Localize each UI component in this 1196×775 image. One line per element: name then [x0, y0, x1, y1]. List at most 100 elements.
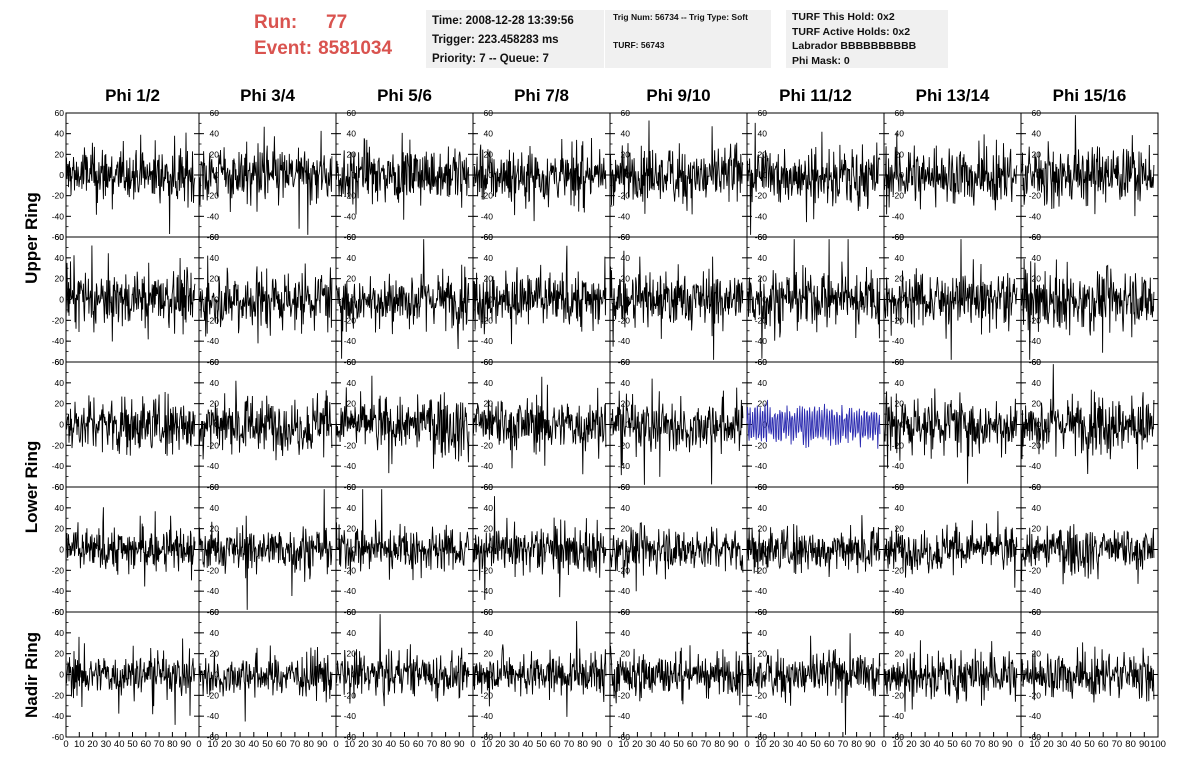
run-value: 77	[326, 12, 348, 33]
y-tick-label: -40	[618, 711, 631, 721]
y-tick-label: -40	[892, 586, 905, 596]
y-tick-label: 0	[351, 545, 356, 555]
y-tick-label: -40	[755, 586, 768, 596]
y-tick-label: -40	[344, 461, 357, 471]
y-tick-label: 0	[59, 170, 64, 180]
phi-column-label: Phi 7/8	[514, 86, 569, 105]
y-tick-label: 20	[347, 274, 357, 284]
x-tick-label: 60	[141, 739, 152, 750]
y-tick-label: 20	[484, 649, 494, 659]
waveform-trace	[335, 375, 470, 474]
y-tick-label: 0	[762, 170, 767, 180]
y-tick-label: 60	[484, 482, 494, 492]
y-tick-label: 20	[210, 274, 220, 284]
time-trigger-box: Time: 2008-12-28 13:39:56 Trigger: 223.4…	[426, 10, 604, 68]
x-tick-label: 10	[344, 739, 355, 750]
y-tick-label: 60	[210, 108, 220, 118]
phi-column-label: Phi 15/16	[1052, 86, 1127, 105]
event-label: Event:	[254, 38, 313, 59]
trig-num-box: Trig Num: 56734 -- Trig Type: Soft TURF:…	[605, 10, 771, 68]
y-tick-label: -20	[1029, 565, 1042, 575]
y-tick-label: 20	[895, 649, 905, 659]
waveform-trace	[746, 631, 881, 735]
x-tick-label: 0	[333, 739, 338, 750]
y-tick-label: 40	[55, 129, 65, 139]
y-tick-label: 20	[895, 399, 905, 409]
y-tick-label: 40	[210, 129, 220, 139]
y-tick-label: 60	[621, 357, 631, 367]
y-tick-label: 40	[621, 129, 631, 139]
x-tick-label: 50	[810, 739, 821, 750]
waveform-trace	[335, 132, 470, 220]
y-tick-label: 60	[347, 108, 357, 118]
y-tick-label: -20	[481, 440, 494, 450]
phi-column-label: Phi 9/10	[646, 86, 711, 105]
waveform-trace	[65, 245, 196, 342]
y-tick-label: 60	[210, 357, 220, 367]
y-tick-label: 20	[1032, 274, 1042, 284]
waveform-trace	[472, 621, 607, 717]
y-tick-label: -40	[892, 211, 905, 221]
y-tick-label: 40	[484, 129, 494, 139]
y-tick-label: 40	[55, 503, 65, 513]
y-tick-label: 60	[347, 232, 357, 242]
x-tick-label: 30	[509, 739, 520, 750]
y-tick-label: -40	[755, 336, 768, 346]
y-tick-label: -20	[618, 315, 631, 325]
waveform-trace	[1020, 115, 1155, 217]
waveform-trace	[65, 391, 196, 456]
labrador-text: Labrador BBBBBBBBBB	[792, 40, 917, 52]
y-tick-label: 0	[351, 170, 356, 180]
y-tick-label: -60	[52, 482, 65, 492]
y-tick-label: -20	[618, 690, 631, 700]
y-tick-label: 60	[484, 108, 494, 118]
x-tick-label: 70	[975, 739, 986, 750]
y-tick-label: 20	[347, 649, 357, 659]
y-tick-label: 20	[758, 149, 768, 159]
y-tick-label: 20	[210, 524, 220, 534]
y-tick-label: 60	[210, 232, 220, 242]
y-tick-label: 60	[55, 607, 65, 617]
x-tick-label: 10	[755, 739, 766, 750]
x-tick-label: 20	[87, 739, 98, 750]
x-tick-label: 40	[1071, 739, 1082, 750]
y-tick-label: -40	[344, 336, 357, 346]
y-tick-label: 60	[621, 108, 631, 118]
x-tick-label: 40	[797, 739, 808, 750]
x-tick-label: 80	[440, 739, 451, 750]
waveform-trace	[198, 126, 333, 235]
y-tick-label: 40	[484, 628, 494, 638]
waveform-trace	[609, 120, 744, 215]
waveform-trace	[746, 239, 881, 359]
x-tick-label: 20	[906, 739, 917, 750]
x-tick-label: 60	[687, 739, 698, 750]
x-tick-label: 60	[1098, 739, 1109, 750]
y-tick-label: 60	[758, 482, 768, 492]
turf-hold-box: TURF This Hold: 0x2 TURF Active Holds: 0…	[786, 10, 948, 68]
x-tick-label: 40	[660, 739, 671, 750]
y-tick-label: 20	[758, 399, 768, 409]
y-tick-label: -40	[618, 211, 631, 221]
x-tick-label: 60	[276, 739, 287, 750]
y-tick-label: 20	[1032, 524, 1042, 534]
turf-active-holds-text: TURF Active Holds: 0x2	[792, 25, 911, 38]
x-tick-label: 90	[180, 739, 191, 750]
run-label: Run:	[254, 12, 298, 33]
y-tick-label: 60	[347, 482, 357, 492]
y-tick-label: 60	[1032, 232, 1042, 242]
y-tick-label: -40	[892, 336, 905, 346]
y-tick-label: -40	[481, 211, 494, 221]
y-tick-label: -20	[1029, 440, 1042, 450]
x-tick-label: 70	[701, 739, 712, 750]
y-tick-label: 60	[1032, 607, 1042, 617]
y-tick-label: 40	[55, 628, 65, 638]
x-tick-label: 40	[249, 739, 260, 750]
y-tick-label: 60	[347, 607, 357, 617]
y-tick-label: 20	[895, 524, 905, 534]
trig-num-text: Trig Num: 56734 -- Trig Type: Soft	[613, 12, 748, 22]
